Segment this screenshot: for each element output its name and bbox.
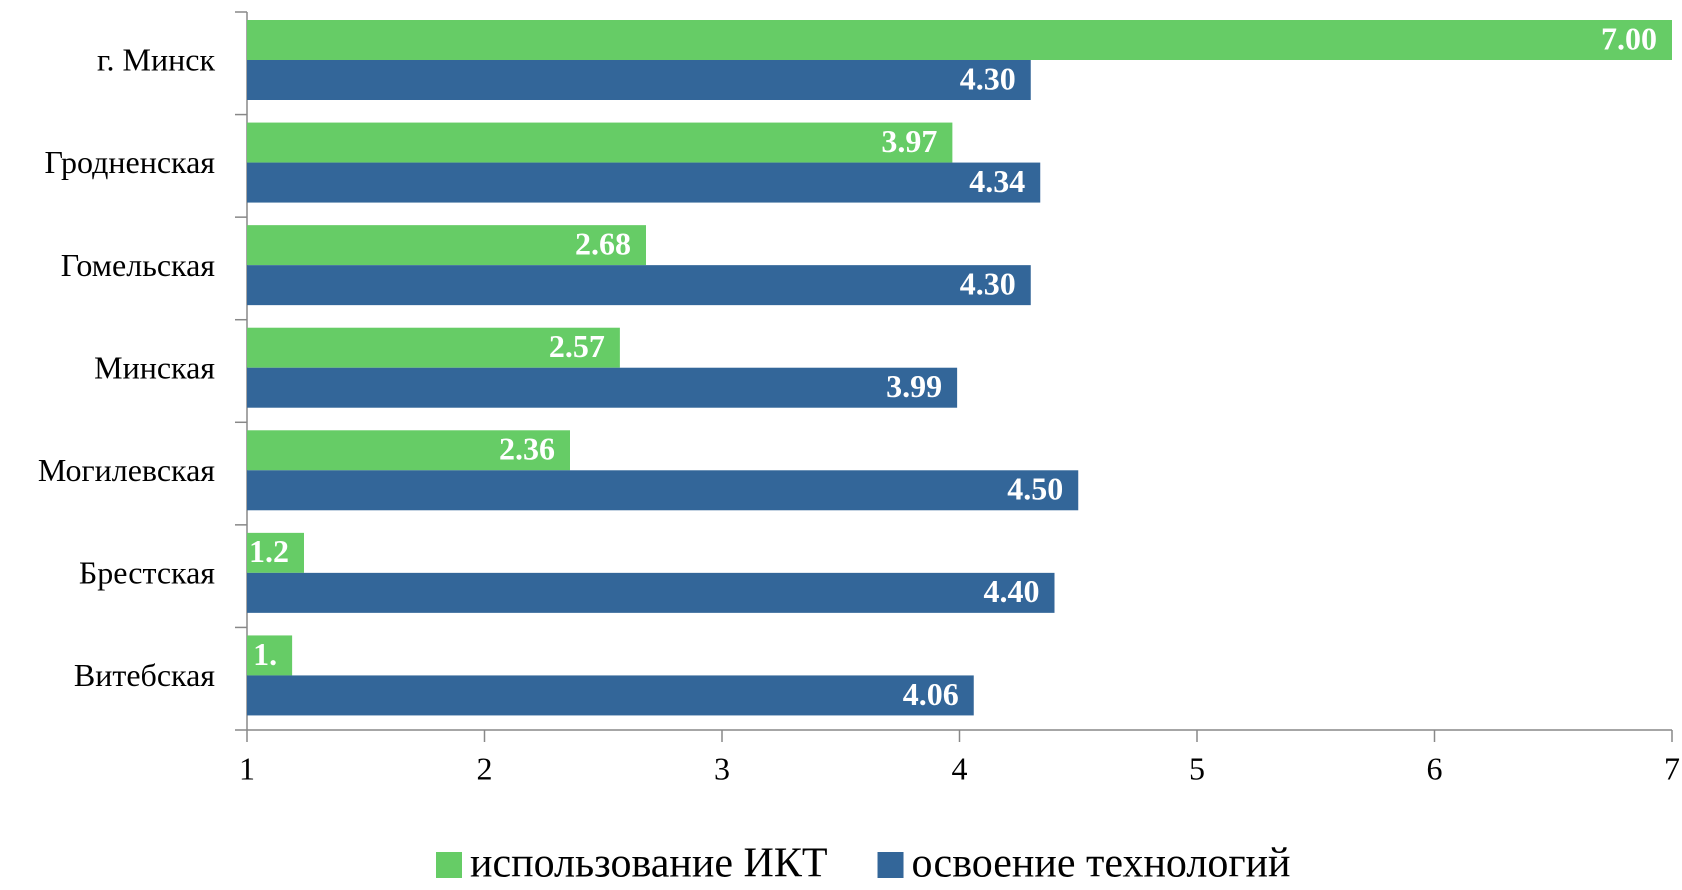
value-label: 2.68 (575, 225, 631, 261)
legend-swatch (436, 852, 462, 878)
y-tick-label: Гродненская (45, 144, 216, 180)
value-label: 4.40 (984, 573, 1040, 609)
value-label: 1. (253, 636, 277, 672)
x-tick-label: 6 (1427, 750, 1443, 786)
value-label: 4.06 (903, 676, 959, 712)
y-tick-label: г. Минск (97, 42, 215, 78)
bar (247, 470, 1079, 511)
value-label: 4.30 (960, 265, 1016, 301)
y-tick-label: Витебская (74, 657, 215, 693)
bar (247, 572, 1055, 613)
value-label: 7.00 (1601, 20, 1657, 56)
value-label: 2.36 (499, 431, 555, 467)
x-tick-label: 2 (477, 750, 493, 786)
bar (247, 122, 953, 163)
y-tick-label: Могилевская (38, 452, 215, 488)
value-label: 1.2 (249, 533, 289, 569)
bar (247, 162, 1041, 203)
x-tick-label: 1 (239, 750, 255, 786)
bar (247, 675, 974, 716)
x-tick-label: 4 (952, 750, 968, 786)
value-label: 2.57 (549, 328, 605, 364)
x-tick-label: 3 (714, 750, 730, 786)
y-tick-label: Брестская (79, 554, 215, 590)
value-label: 4.34 (969, 163, 1025, 199)
x-tick-label: 7 (1664, 750, 1680, 786)
legend-label: освоение технологий (912, 841, 1291, 887)
bar (247, 532, 304, 573)
bar (247, 367, 958, 408)
value-label: 3.99 (886, 368, 942, 404)
bar (247, 225, 646, 266)
y-tick-label: Гомельская (61, 247, 216, 283)
bar (247, 265, 1031, 306)
legend-swatch (877, 852, 904, 878)
bar (247, 20, 1672, 60)
bar (247, 430, 570, 471)
value-label: 3.97 (881, 123, 937, 159)
legend-label: использование ИКТ (470, 841, 828, 887)
bar (247, 635, 293, 676)
value-label: 4.30 (960, 60, 1016, 96)
x-tick-label: 5 (1189, 750, 1205, 786)
y-tick-label: Минская (94, 349, 215, 385)
bar (247, 60, 1031, 100)
value-label: 4.50 (1007, 471, 1063, 507)
bar (247, 327, 620, 368)
